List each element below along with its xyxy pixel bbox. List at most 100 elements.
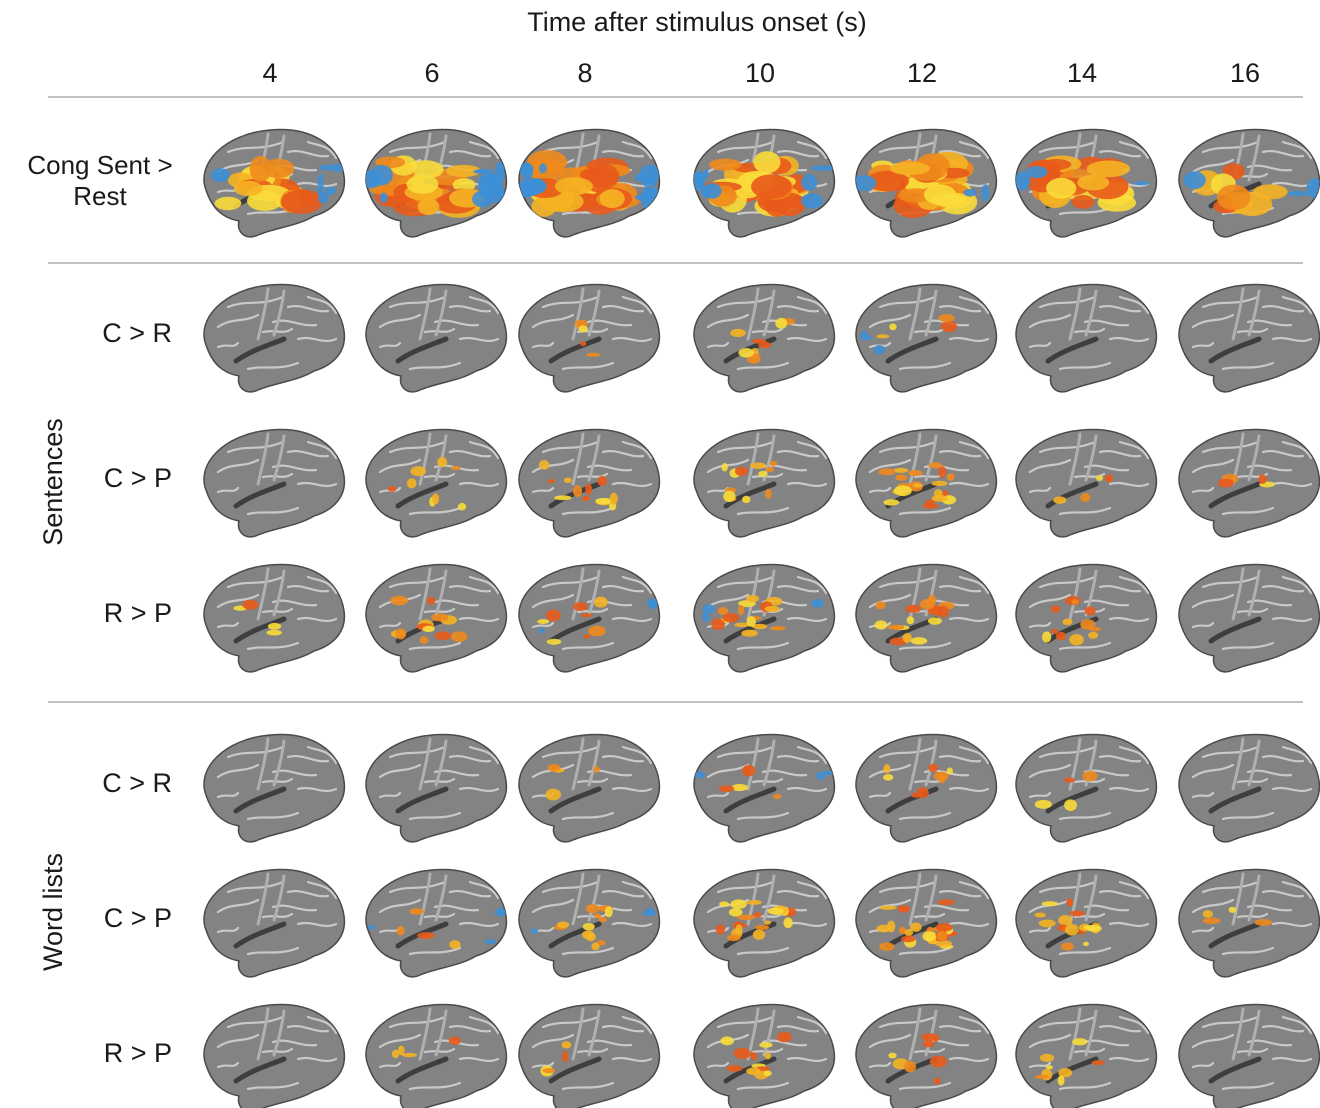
deactivation-blob bbox=[530, 929, 538, 934]
activation-blob bbox=[578, 326, 588, 333]
activation-blob bbox=[546, 610, 561, 622]
deactivation-blob bbox=[519, 179, 535, 198]
activation-blob bbox=[537, 619, 549, 624]
brain-image bbox=[856, 734, 996, 841]
activation-blob bbox=[773, 794, 782, 799]
activation-blob bbox=[610, 493, 618, 505]
brain-image bbox=[204, 869, 344, 976]
activation-blob bbox=[753, 151, 780, 173]
activation-blob bbox=[931, 481, 947, 486]
brain-image bbox=[1179, 1004, 1319, 1108]
activation-blob bbox=[874, 620, 887, 629]
row-label: R > P bbox=[104, 598, 172, 628]
activation-blob bbox=[875, 601, 885, 609]
row-label: C > R bbox=[102, 768, 172, 798]
activation-blob bbox=[586, 353, 600, 357]
activation-blob bbox=[903, 633, 912, 643]
brain-image bbox=[1179, 869, 1319, 976]
activation-blob bbox=[937, 931, 947, 942]
activation-blob bbox=[727, 934, 740, 941]
activation-blob bbox=[937, 606, 949, 618]
activation-blob bbox=[397, 926, 405, 936]
activation-blob bbox=[897, 905, 910, 912]
activation-blob bbox=[947, 473, 955, 481]
activation-blob bbox=[923, 1040, 935, 1047]
activation-blob bbox=[588, 626, 606, 637]
brain-image bbox=[853, 129, 997, 236]
column-label: 12 bbox=[907, 58, 937, 88]
activation-blob bbox=[911, 637, 928, 644]
activation-blob bbox=[268, 623, 281, 630]
activation-blob bbox=[1087, 161, 1130, 178]
deactivation-blob bbox=[1025, 166, 1047, 178]
activation-blob bbox=[1258, 474, 1266, 484]
activation-blob bbox=[879, 942, 894, 951]
activation-blob bbox=[583, 923, 595, 930]
row-label: C > P bbox=[104, 463, 172, 493]
activation-blob bbox=[1254, 919, 1272, 926]
brain-image bbox=[519, 564, 659, 671]
activation-blob bbox=[737, 914, 755, 920]
brain-image bbox=[204, 734, 344, 841]
column-label: 10 bbox=[745, 58, 775, 88]
activation-blob bbox=[1096, 475, 1103, 481]
activation-blob bbox=[746, 900, 761, 905]
activation-blob bbox=[764, 1071, 772, 1077]
activation-blob bbox=[719, 901, 729, 906]
activation-blob bbox=[390, 596, 408, 606]
activation-blob bbox=[924, 185, 956, 205]
activation-blob bbox=[934, 772, 949, 781]
group-label: Word lists bbox=[38, 853, 68, 971]
activation-blob bbox=[709, 159, 741, 171]
activation-blob bbox=[1082, 771, 1097, 781]
brain-image bbox=[1016, 734, 1156, 841]
activation-blob bbox=[742, 496, 750, 503]
activation-blob bbox=[1072, 195, 1095, 209]
activation-blob bbox=[547, 639, 562, 645]
activation-blob bbox=[605, 906, 613, 917]
activation-blob bbox=[1077, 175, 1109, 191]
activation-blob bbox=[1065, 924, 1079, 936]
activation-blob bbox=[933, 1034, 939, 1042]
activation-blob bbox=[719, 785, 734, 792]
brain-image bbox=[856, 1004, 996, 1108]
row-label: Cong Sent > bbox=[27, 150, 172, 180]
figure: Time after stimulus onset (s) Cong Sent … bbox=[0, 0, 1320, 1108]
activation-blob bbox=[594, 914, 601, 919]
activation-blob bbox=[1046, 1065, 1053, 1069]
deactivation-blob bbox=[495, 162, 505, 185]
activation-blob bbox=[1064, 799, 1077, 811]
deactivation-blob bbox=[801, 174, 817, 191]
brain-image bbox=[1179, 734, 1319, 841]
activation-blob bbox=[876, 334, 889, 338]
column-label: 8 bbox=[577, 58, 592, 88]
activation-blob bbox=[432, 493, 439, 504]
activation-blob bbox=[751, 174, 792, 199]
activation-blob bbox=[938, 314, 954, 322]
activation-blob bbox=[755, 925, 769, 930]
brain-image bbox=[204, 429, 344, 536]
activation-blob bbox=[770, 461, 777, 466]
activation-blob bbox=[765, 489, 772, 499]
activation-blob bbox=[573, 485, 582, 497]
activation-blob bbox=[920, 599, 935, 609]
activation-blob bbox=[716, 924, 725, 934]
activation-blob bbox=[242, 600, 258, 610]
activation-blob bbox=[741, 630, 758, 637]
activation-blob bbox=[586, 904, 599, 913]
activation-blob bbox=[929, 462, 942, 468]
activation-blob bbox=[750, 462, 766, 468]
activation-blob bbox=[738, 605, 744, 616]
activation-blob bbox=[930, 1056, 947, 1068]
brain-image bbox=[519, 734, 659, 841]
activation-blob bbox=[738, 348, 754, 358]
deactivation-blob bbox=[484, 939, 496, 944]
activation-blob bbox=[281, 190, 322, 214]
activation-blob bbox=[934, 1078, 941, 1085]
deactivation-blob bbox=[648, 601, 657, 609]
activation-blob bbox=[735, 467, 748, 476]
activation-blob bbox=[746, 1068, 761, 1075]
brain-image bbox=[366, 284, 506, 391]
activation-blob bbox=[410, 466, 426, 476]
brain-image bbox=[366, 429, 506, 536]
